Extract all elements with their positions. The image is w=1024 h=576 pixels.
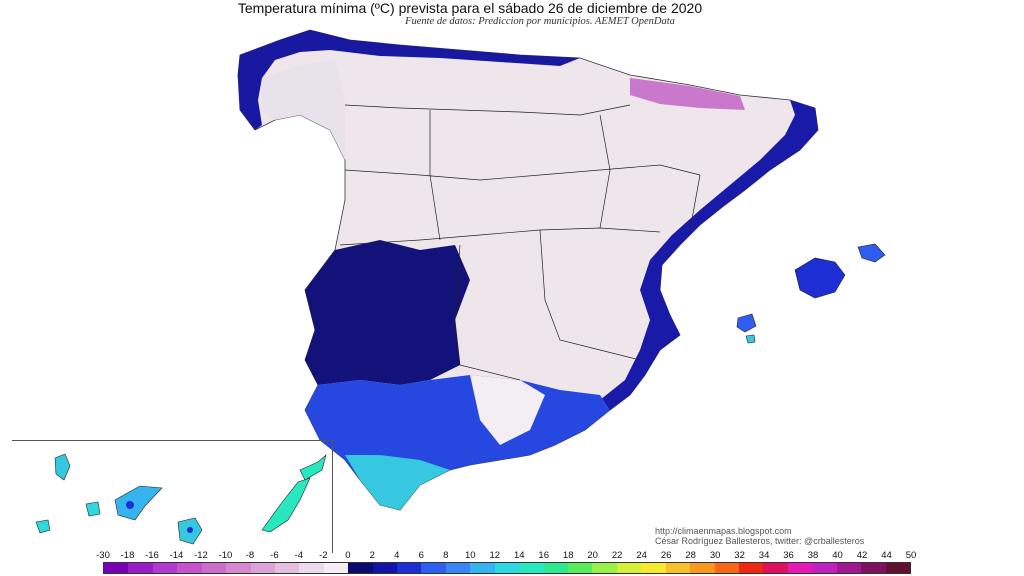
legend-color-swatch bbox=[323, 563, 349, 573]
legend-color-swatch bbox=[543, 563, 569, 573]
legend-color-swatch bbox=[274, 563, 300, 573]
legend-color-swatch bbox=[885, 563, 910, 573]
legend-color-swatch bbox=[861, 563, 886, 573]
legend-tick-label: 6 bbox=[418, 550, 424, 561]
legend-color-swatch bbox=[128, 563, 153, 573]
legend-tick-label: -30 bbox=[96, 550, 110, 561]
legend-tick-label: -6 bbox=[270, 550, 279, 561]
legend-color-swatch bbox=[152, 563, 178, 573]
legend-tick-label: -10 bbox=[218, 550, 233, 561]
legend-tick-label: -12 bbox=[194, 550, 208, 561]
legend-color-swatch bbox=[616, 563, 642, 573]
legend-color-swatch bbox=[201, 563, 227, 573]
legend-labels: -30 -18 -16 -14 -12 -10 -8 -6 -4 -2 0 2 4 6 8 10 12 14 16 1… bbox=[0, 550, 1024, 562]
legend-tick-label: 44 bbox=[881, 550, 892, 561]
legend-color-swatch bbox=[348, 563, 373, 573]
credits: http://climaenmapas.blogspot.com César R… bbox=[655, 526, 864, 546]
legend-tick-label: 2 bbox=[369, 550, 375, 561]
legend-tick-label: 36 bbox=[783, 550, 794, 561]
legend-color-swatch bbox=[592, 563, 617, 573]
legend-tick-label: -2 bbox=[319, 550, 328, 561]
legend-color-swatch bbox=[763, 563, 788, 573]
legend-tick-label: 34 bbox=[758, 550, 770, 561]
legend-colorbar bbox=[103, 562, 911, 574]
legend-tick-label: 10 bbox=[464, 550, 476, 561]
legend-tick-label: 18 bbox=[562, 550, 574, 561]
legend-tick-label: 22 bbox=[611, 550, 623, 561]
legend-tick-label: -14 bbox=[169, 550, 184, 561]
legend-color-swatch bbox=[665, 563, 691, 573]
legend-tick-label: 40 bbox=[832, 550, 843, 561]
legend-color-swatch bbox=[421, 563, 446, 573]
credits-url: http://climaenmapas.blogspot.com bbox=[655, 526, 792, 536]
legend-color-swatch bbox=[104, 563, 129, 573]
legend-color-swatch bbox=[738, 563, 764, 573]
legend-tick-label: 8 bbox=[443, 550, 449, 561]
legend-tick-label: 26 bbox=[660, 550, 672, 561]
legend-tick-label: 32 bbox=[734, 550, 745, 561]
legend-tick-label: 28 bbox=[685, 550, 696, 561]
legend-tick-label: 14 bbox=[513, 550, 525, 561]
legend-tick-label: -16 bbox=[145, 550, 159, 561]
map-subtitle: Fuente de datos: Prediccion por municipi… bbox=[405, 16, 675, 27]
legend-color-swatch bbox=[470, 563, 495, 573]
legend-tick-label: 30 bbox=[709, 550, 721, 561]
legend-tick-label: 16 bbox=[538, 550, 550, 561]
legend-tick-label: 38 bbox=[807, 550, 819, 561]
legend-color-swatch bbox=[519, 563, 544, 573]
legend-tick-label: 24 bbox=[636, 550, 647, 561]
legend-color-swatch bbox=[397, 563, 422, 573]
legend-color-swatch bbox=[641, 563, 666, 573]
legend-tick-label: 0 bbox=[345, 550, 351, 561]
legend-color-swatch bbox=[372, 563, 398, 573]
balearic-islands bbox=[736, 243, 886, 344]
legend-tick-label: 4 bbox=[394, 550, 400, 561]
legend-tick-label: -18 bbox=[120, 550, 135, 561]
canary-islands-inset-frame bbox=[12, 440, 333, 553]
legend-color-swatch bbox=[177, 563, 202, 573]
legend-tick-label: -8 bbox=[245, 550, 255, 561]
legend-tick-label: 42 bbox=[856, 550, 868, 561]
legend-tick-label: -4 bbox=[294, 550, 304, 561]
legend-color-swatch bbox=[812, 563, 837, 573]
legend-color-swatch bbox=[445, 563, 471, 573]
legend-tick-label: 12 bbox=[489, 550, 501, 561]
canary-islands bbox=[35, 453, 327, 545]
legend-tick-label: 20 bbox=[587, 550, 598, 561]
legend-color-swatch bbox=[836, 563, 862, 573]
legend-tick-label: 50 bbox=[905, 550, 917, 561]
mainland-spain bbox=[237, 29, 819, 511]
legend-color-swatch bbox=[299, 563, 324, 573]
map-title: Temperatura mínima (ºC) prevista para el… bbox=[237, 0, 703, 16]
credits-author: César Rodríguez Ballesteros, twitter: @c… bbox=[655, 536, 865, 546]
legend-color-swatch bbox=[690, 563, 715, 573]
legend-color-swatch bbox=[494, 563, 520, 573]
legend-color-swatch bbox=[568, 563, 593, 573]
legend-color-swatch bbox=[787, 563, 813, 573]
legend-color-swatch bbox=[226, 563, 251, 573]
legend-color-swatch bbox=[250, 563, 275, 573]
legend-color-swatch bbox=[714, 563, 739, 573]
